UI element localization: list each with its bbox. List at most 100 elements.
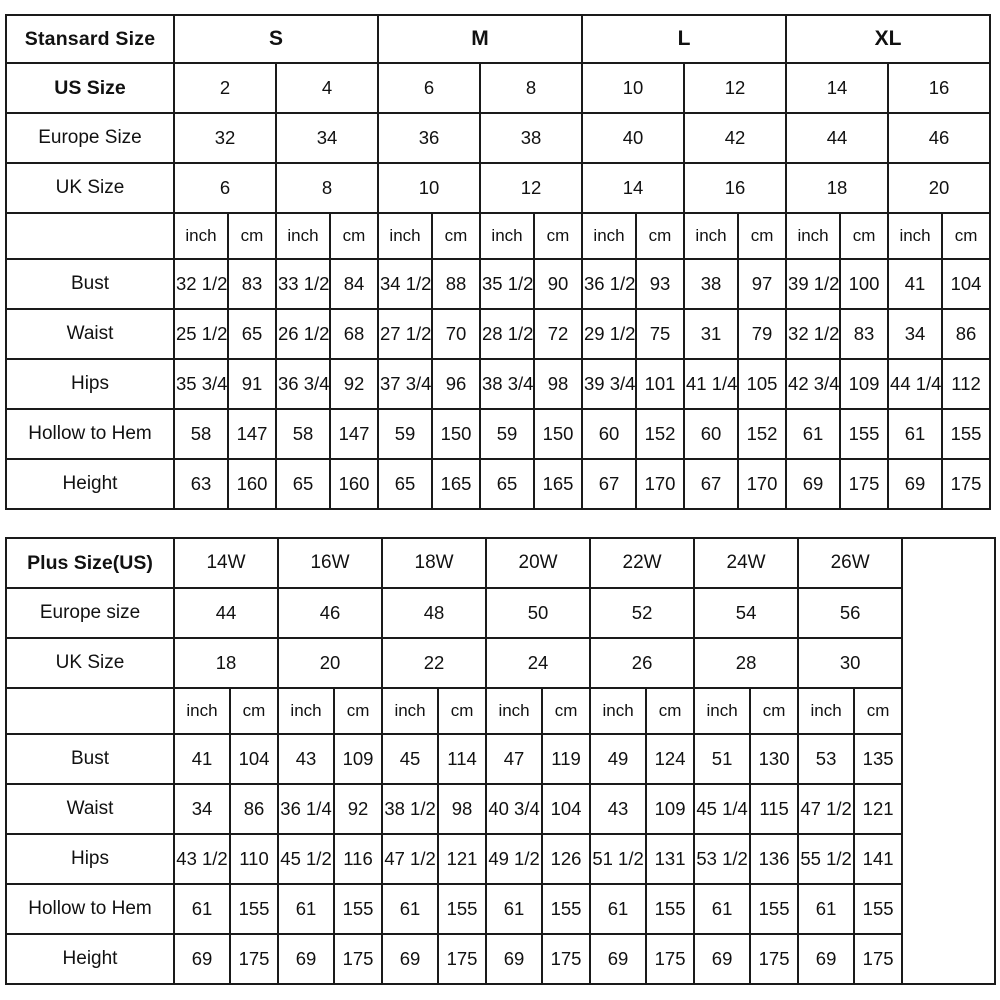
standard-height-12: 69 xyxy=(785,458,842,510)
standard-bust-2: 33 1/2 xyxy=(275,258,331,310)
plus-size-table: Plus Size(US) 14W 16W 18W 20W 22W 24W 26… xyxy=(5,537,997,985)
plus-trailing-empty-cell-2 xyxy=(901,638,997,688)
standard-row-height: Height 63 160 65 160 65 165 65 165 67 17… xyxy=(5,458,992,510)
plus-hollow-11: 155 xyxy=(749,883,800,935)
plus-hollow-0: 61 xyxy=(173,883,231,935)
plus-corner-label: Plus Size(US) xyxy=(5,537,175,589)
standard-cell-uk-4: 14 xyxy=(581,162,686,214)
standard-waist-9: 75 xyxy=(635,308,686,360)
standard-unit-4: inch xyxy=(377,212,434,260)
standard-unit-12: inch xyxy=(785,212,842,260)
standard-bust-3: 84 xyxy=(328,258,380,310)
plus-row-label-hips: Hips xyxy=(5,833,175,885)
plus-unit-row-label xyxy=(5,687,175,735)
plus-bust-6: 47 xyxy=(485,733,544,785)
standard-bust-14: 41 xyxy=(887,258,944,310)
standard-table-body: Stansard Size S M L XL US Size 2 4 6 8 1… xyxy=(5,14,992,510)
plus-uk-3: 24 xyxy=(485,637,592,689)
standard-unit-7: cm xyxy=(533,212,584,260)
standard-unit-14: inch xyxy=(887,212,944,260)
plus-row-europe-size: Europe size 44 46 48 50 52 54 56 xyxy=(5,587,997,639)
plus-hips-10: 53 1/2 xyxy=(693,833,752,885)
standard-height-0: 63 xyxy=(173,458,229,510)
plus-height-11: 175 xyxy=(749,933,800,985)
standard-cell-us-6: 14 xyxy=(785,62,890,114)
plus-unit-7: cm xyxy=(541,687,592,735)
plus-group-header-16w: 16W xyxy=(277,537,384,589)
plus-eu-4: 52 xyxy=(589,587,696,639)
standard-bust-9: 93 xyxy=(635,258,686,310)
standard-unit-6: inch xyxy=(479,212,536,260)
standard-group-header-s: S xyxy=(172,14,380,64)
standard-cell-uk-2: 10 xyxy=(377,162,482,214)
plus-waist-7: 104 xyxy=(541,783,592,835)
plus-hips-9: 131 xyxy=(645,833,696,885)
standard-cell-eu-2: 36 xyxy=(377,112,482,164)
standard-unit-0: inch xyxy=(173,212,229,260)
standard-row-hips: Hips 35 3/4 91 36 3/4 92 37 3/4 96 38 3/… xyxy=(5,358,992,410)
standard-cell-us-0: 2 xyxy=(173,62,277,114)
plus-bust-9: 124 xyxy=(645,733,696,785)
standard-cell-uk-3: 12 xyxy=(479,162,584,214)
plus-unit-0: inch xyxy=(173,687,231,735)
plus-uk-0: 18 xyxy=(172,637,280,689)
standard-corner-label: Stansard Size xyxy=(5,14,175,64)
standard-unit-9: cm xyxy=(635,212,686,260)
standard-cell-uk-5: 16 xyxy=(683,162,788,214)
standard-group-header-row: Stansard Size S M L XL xyxy=(5,14,992,64)
standard-cell-us-3: 8 xyxy=(479,62,584,114)
plus-group-header-20w: 20W xyxy=(485,537,592,589)
plus-trailing-empty-cell-6 xyxy=(901,834,997,884)
standard-unit-1: cm xyxy=(227,212,277,260)
plus-group-header-22w: 22W xyxy=(589,537,696,589)
standard-row-uk-size: UK Size 6 8 10 12 14 16 18 20 xyxy=(5,162,992,214)
standard-hollow-13: 155 xyxy=(839,408,890,460)
plus-height-2: 69 xyxy=(277,933,336,985)
plus-waist-9: 109 xyxy=(645,783,696,835)
plus-hollow-1: 155 xyxy=(228,883,280,935)
standard-unit-row: inch cm inch cm inch cm inch cm inch cm … xyxy=(5,212,992,260)
plus-hips-3: 116 xyxy=(333,833,384,885)
plus-bust-0: 41 xyxy=(173,733,231,785)
plus-hollow-7: 155 xyxy=(541,883,592,935)
plus-hollow-2: 61 xyxy=(277,883,336,935)
standard-group-header-l: L xyxy=(581,14,788,64)
standard-unit-8: inch xyxy=(581,212,638,260)
plus-row-label-bust: Bust xyxy=(5,733,175,785)
plus-group-header-24w: 24W xyxy=(693,537,800,589)
plus-waist-12: 47 1/2 xyxy=(797,783,856,835)
plus-hips-4: 47 1/2 xyxy=(381,833,440,885)
plus-uk-1: 20 xyxy=(277,637,384,689)
plus-hips-7: 126 xyxy=(541,833,592,885)
standard-hollow-3: 147 xyxy=(328,408,380,460)
plus-row-label-waist: Waist xyxy=(5,783,175,835)
standard-hips-11: 105 xyxy=(737,358,788,410)
plus-trailing-empty-cell-0 xyxy=(901,537,997,588)
standard-hollow-7: 150 xyxy=(533,408,584,460)
plus-unit-8: inch xyxy=(589,687,648,735)
standard-hollow-0: 58 xyxy=(173,408,229,460)
standard-row-label-bust: Bust xyxy=(5,258,175,310)
standard-hips-2: 36 3/4 xyxy=(275,358,331,410)
standard-waist-8: 29 1/2 xyxy=(581,308,638,360)
plus-row-label-europe-size: Europe size xyxy=(5,587,175,639)
standard-hips-14: 44 1/4 xyxy=(887,358,944,410)
plus-unit-1: cm xyxy=(228,687,280,735)
plus-group-header-14w: 14W xyxy=(172,537,280,589)
standard-hollow-10: 60 xyxy=(683,408,740,460)
plus-eu-1: 46 xyxy=(277,587,384,639)
plus-bust-11: 130 xyxy=(749,733,800,785)
standard-height-5: 165 xyxy=(431,458,482,510)
plus-hollow-6: 61 xyxy=(485,883,544,935)
standard-row-label-hollow-to-hem: Hollow to Hem xyxy=(5,408,175,460)
plus-hollow-10: 61 xyxy=(693,883,752,935)
plus-height-8: 69 xyxy=(589,933,648,985)
plus-trailing-empty-cell-1 xyxy=(901,588,997,638)
standard-unit-5: cm xyxy=(431,212,482,260)
plus-waist-4: 38 1/2 xyxy=(381,783,440,835)
plus-group-header-26w: 26W xyxy=(797,537,904,589)
standard-hips-9: 101 xyxy=(635,358,686,410)
standard-hips-10: 41 1/4 xyxy=(683,358,740,410)
plus-bust-10: 51 xyxy=(693,733,752,785)
